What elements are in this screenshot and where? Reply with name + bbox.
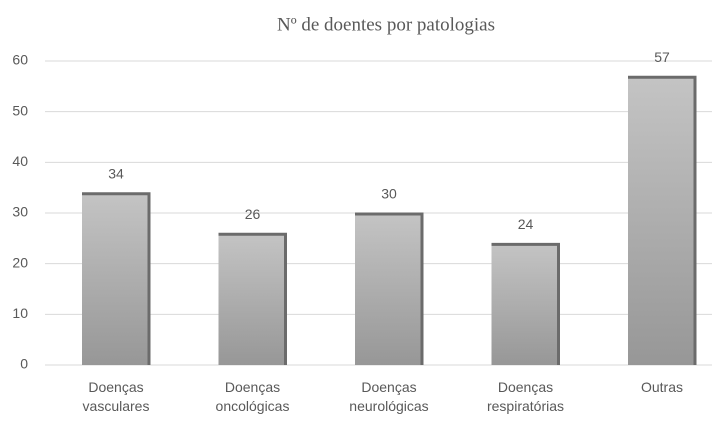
data-label: 57 <box>654 49 670 65</box>
data-label: 26 <box>245 206 261 222</box>
bar <box>218 233 287 365</box>
x-tick-label: Doenças neurológicas <box>349 379 429 414</box>
bar <box>628 76 696 365</box>
y-tick-label: 20 <box>12 254 28 270</box>
bar-edge <box>628 75 697 365</box>
bar-edge <box>218 232 287 365</box>
data-label: 34 <box>108 165 124 181</box>
bar-edge <box>355 212 424 365</box>
bar <box>355 213 423 365</box>
x-tick-label: Doenças vasculares <box>82 379 150 414</box>
x-tick-label: Outras <box>640 379 683 395</box>
data-label: 24 <box>518 216 534 232</box>
bar-edge <box>491 242 560 365</box>
bar-edge <box>82 192 151 365</box>
bar <box>82 192 150 365</box>
y-tick-label: 40 <box>12 153 28 169</box>
y-tick-label: 50 <box>12 102 28 118</box>
y-tick-label: 30 <box>12 204 28 220</box>
y-tick-label: 10 <box>12 305 28 321</box>
x-tick-label: Doenças respiratórias <box>486 379 565 414</box>
chart-title: Nº de doentes por patologias <box>277 14 495 35</box>
x-tick-label: Doenças oncológicas <box>215 379 290 414</box>
bar <box>491 243 560 365</box>
y-tick-label: 0 <box>20 356 28 372</box>
y-tick-label: 60 <box>12 52 28 68</box>
data-label: 30 <box>381 186 397 202</box>
